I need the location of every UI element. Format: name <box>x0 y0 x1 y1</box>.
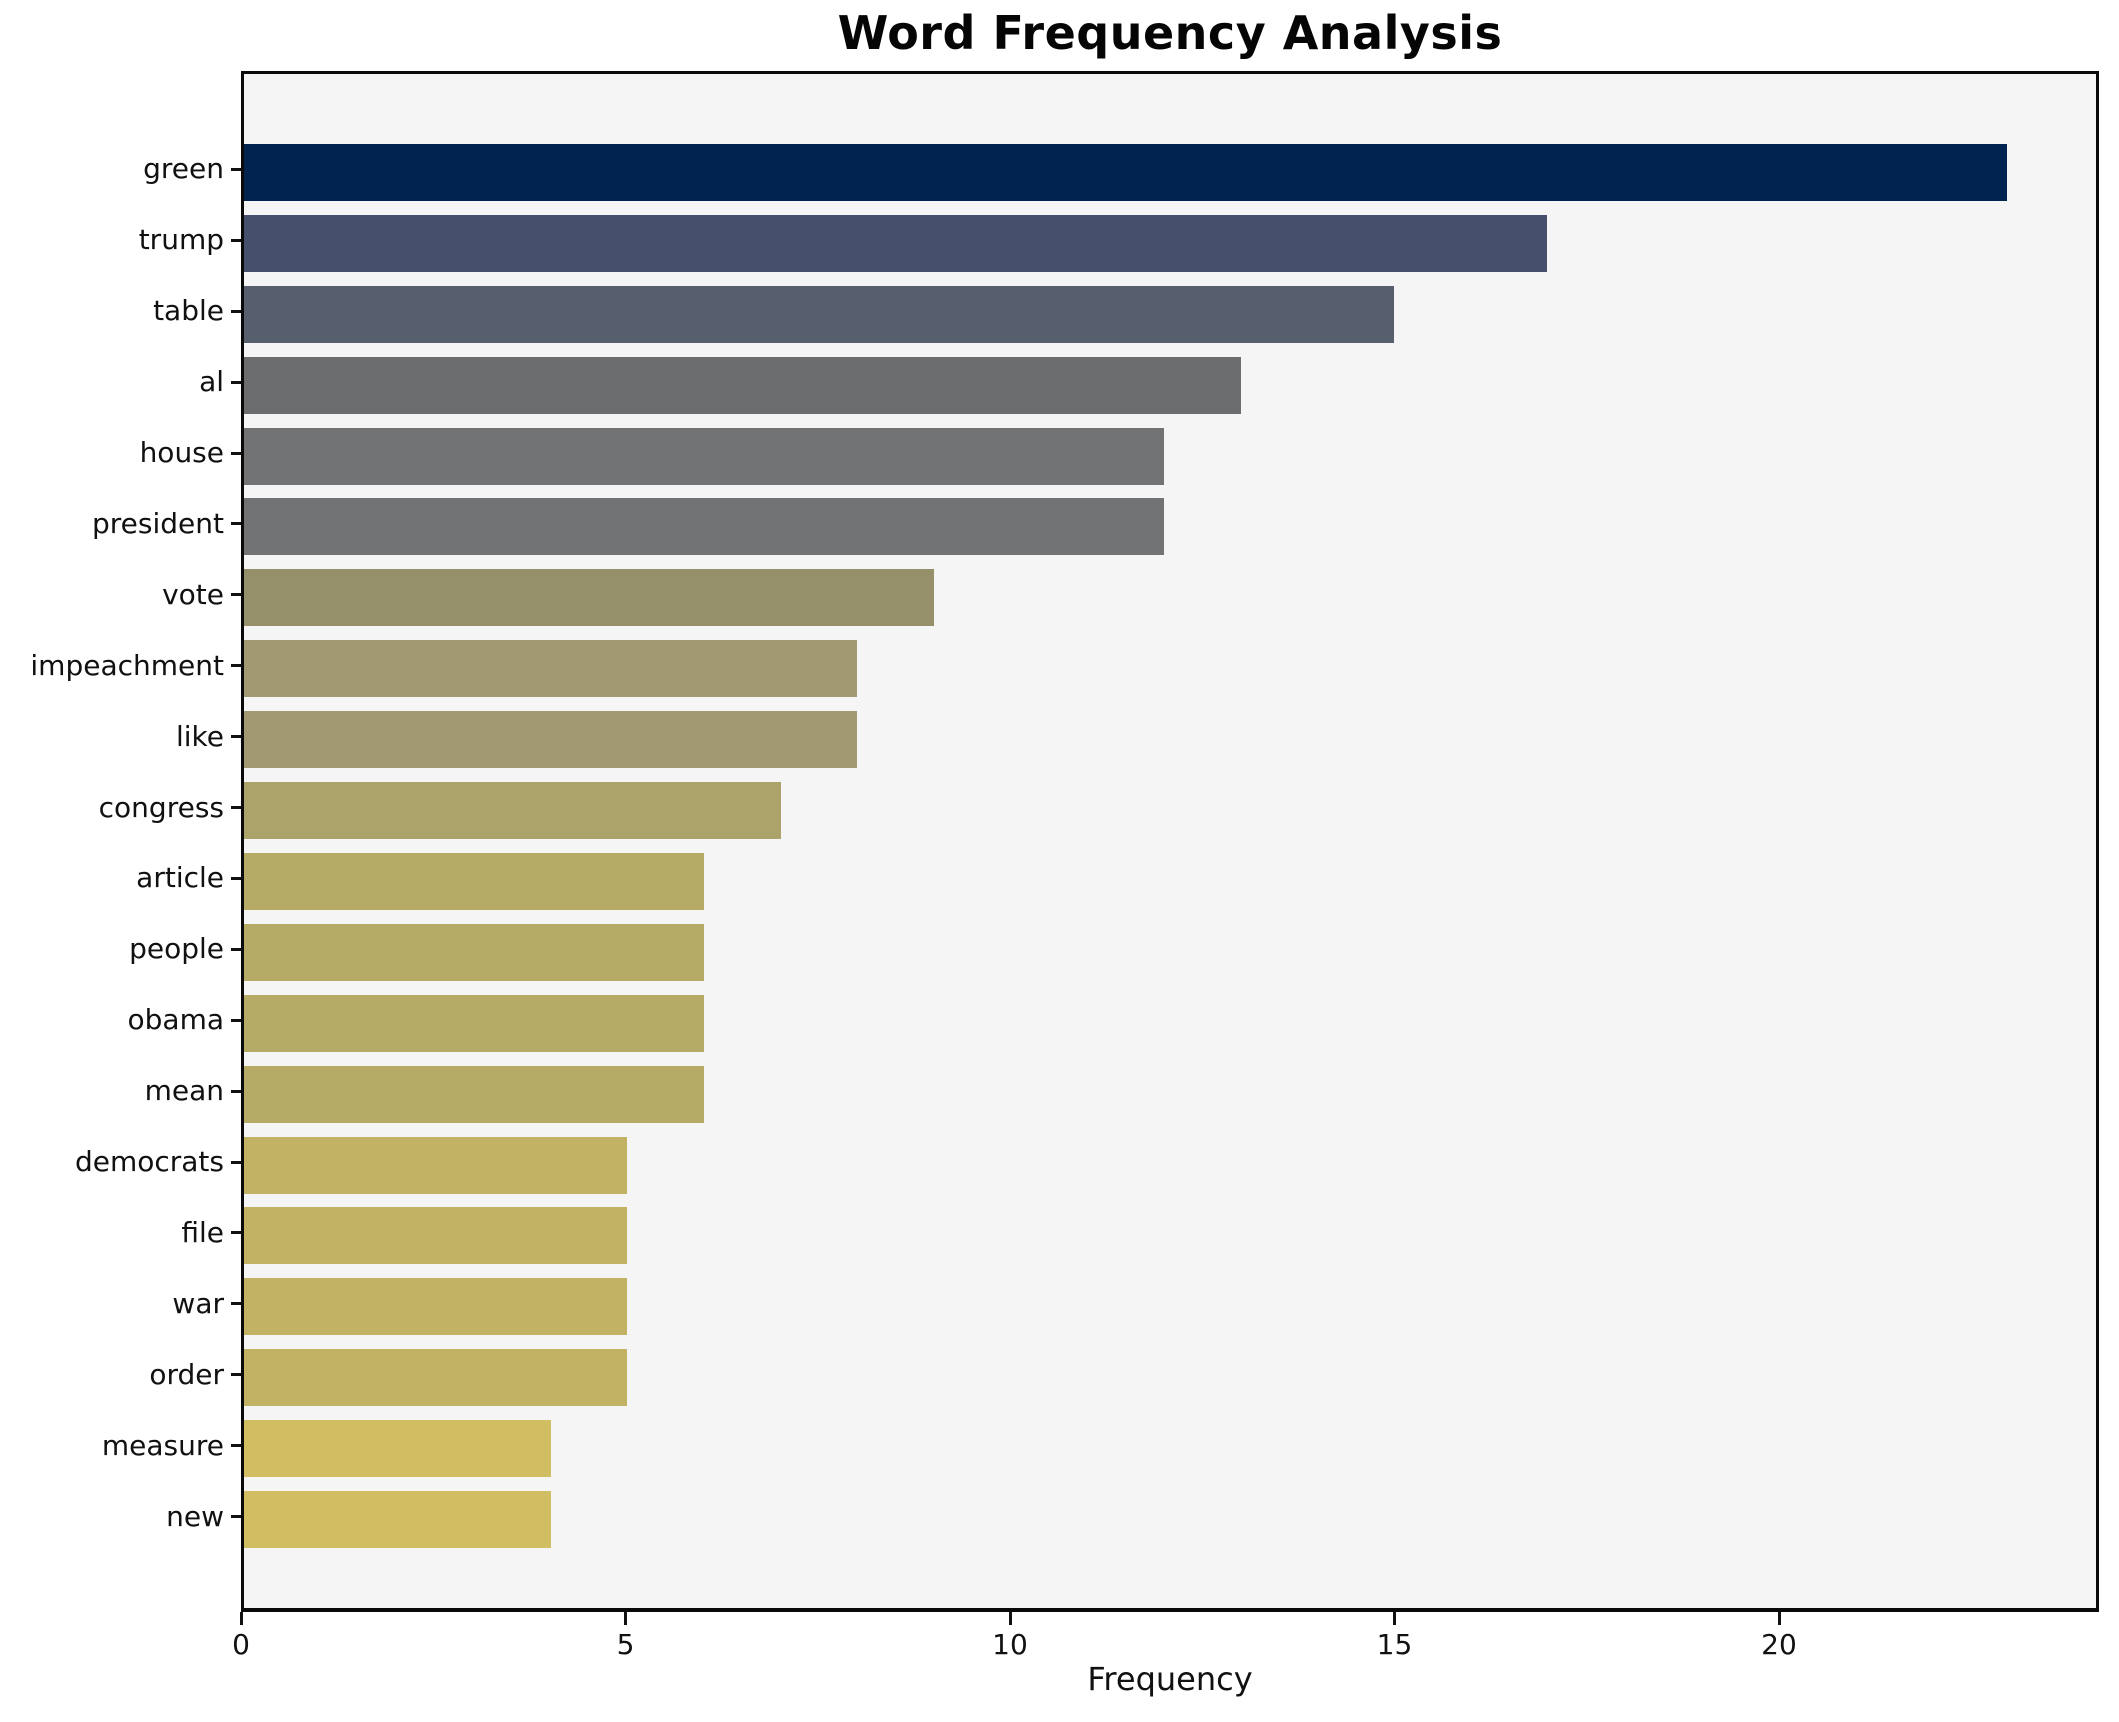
bar-new <box>244 1491 551 1549</box>
bar-democrats <box>244 1136 628 1194</box>
y-tick-label-order: order <box>149 1357 224 1391</box>
y-tick-mark <box>231 1018 241 1022</box>
x-axis-label: Frequency <box>1087 1660 1253 1698</box>
y-tick-label-al: al <box>199 365 224 399</box>
bar-trump <box>244 214 1548 272</box>
x-tick-label-0: 0 <box>232 1628 250 1661</box>
bar-vote <box>244 569 934 627</box>
y-tick-mark <box>231 806 241 810</box>
x-tick-label-5: 5 <box>616 1628 635 1661</box>
plot-area <box>241 71 2099 1612</box>
y-tick-label-measure: measure <box>101 1428 224 1462</box>
bar-president <box>244 498 1164 556</box>
y-tick-label-obama: obama <box>127 1003 225 1037</box>
bar-order <box>244 1349 628 1407</box>
y-tick-label-table: table <box>153 294 224 328</box>
x-tick-mark <box>1393 1612 1396 1625</box>
y-tick-mark <box>231 451 241 455</box>
y-tick-label-people: people <box>129 932 224 966</box>
y-tick-label-war: war <box>172 1286 224 1320</box>
x-tick-label-15: 15 <box>1376 1628 1413 1661</box>
bar-article <box>244 852 704 910</box>
y-tick-label-article: article <box>136 861 224 895</box>
y-tick-mark <box>231 1302 241 1306</box>
y-tick-label-impeachment: impeachment <box>30 648 224 682</box>
bar-table <box>244 285 1394 343</box>
y-tick-label-like: like <box>175 719 224 753</box>
y-tick-mark <box>231 522 241 526</box>
y-tick-label-congress: congress <box>98 790 224 824</box>
y-tick-label-democrats: democrats <box>74 1145 224 1179</box>
y-tick-mark <box>231 309 241 313</box>
bar-war <box>244 1278 628 1336</box>
y-tick-mark <box>231 876 241 880</box>
bar-impeachment <box>244 640 858 698</box>
x-tick-mark <box>1008 1612 1012 1625</box>
y-tick-mark <box>231 238 241 242</box>
y-tick-mark <box>231 593 241 597</box>
bar-congress <box>244 782 781 840</box>
y-tick-mark <box>231 167 241 171</box>
bar-house <box>244 427 1164 485</box>
y-tick-label-trump: trump <box>138 223 224 257</box>
y-tick-label-mean: mean <box>144 1074 224 1108</box>
bar-mean <box>244 1065 704 1123</box>
x-tick-mark <box>624 1612 627 1625</box>
x-tick-label-10: 10 <box>992 1628 1028 1661</box>
y-tick-label-new: new <box>166 1499 224 1533</box>
bar-green <box>244 143 2008 201</box>
y-tick-mark <box>231 735 241 739</box>
bar-al <box>244 356 1241 414</box>
y-tick-mark <box>231 947 241 951</box>
y-tick-mark <box>231 1444 241 1448</box>
bar-file <box>244 1207 628 1265</box>
y-tick-label-green: green <box>143 152 224 186</box>
y-tick-mark <box>231 1160 241 1164</box>
x-tick-label-20: 20 <box>1761 1628 1797 1661</box>
y-tick-mark <box>231 1373 241 1377</box>
y-tick-mark <box>231 1515 241 1519</box>
bar-measure <box>244 1420 551 1478</box>
y-tick-mark <box>231 664 241 668</box>
y-tick-label-house: house <box>139 436 224 470</box>
y-tick-mark <box>231 380 241 384</box>
y-tick-label-vote: vote <box>162 577 224 611</box>
x-tick-mark <box>1777 1612 1781 1625</box>
y-tick-label-president: president <box>92 506 224 540</box>
y-tick-mark <box>231 1089 241 1093</box>
chart-title: Word Frequency Analysis <box>837 6 1503 60</box>
bar-obama <box>244 994 704 1052</box>
bar-people <box>244 923 704 981</box>
y-tick-label-file: file <box>181 1215 224 1249</box>
y-tick-mark <box>231 1231 241 1235</box>
x-tick-mark <box>239 1612 243 1625</box>
bar-like <box>244 711 858 769</box>
